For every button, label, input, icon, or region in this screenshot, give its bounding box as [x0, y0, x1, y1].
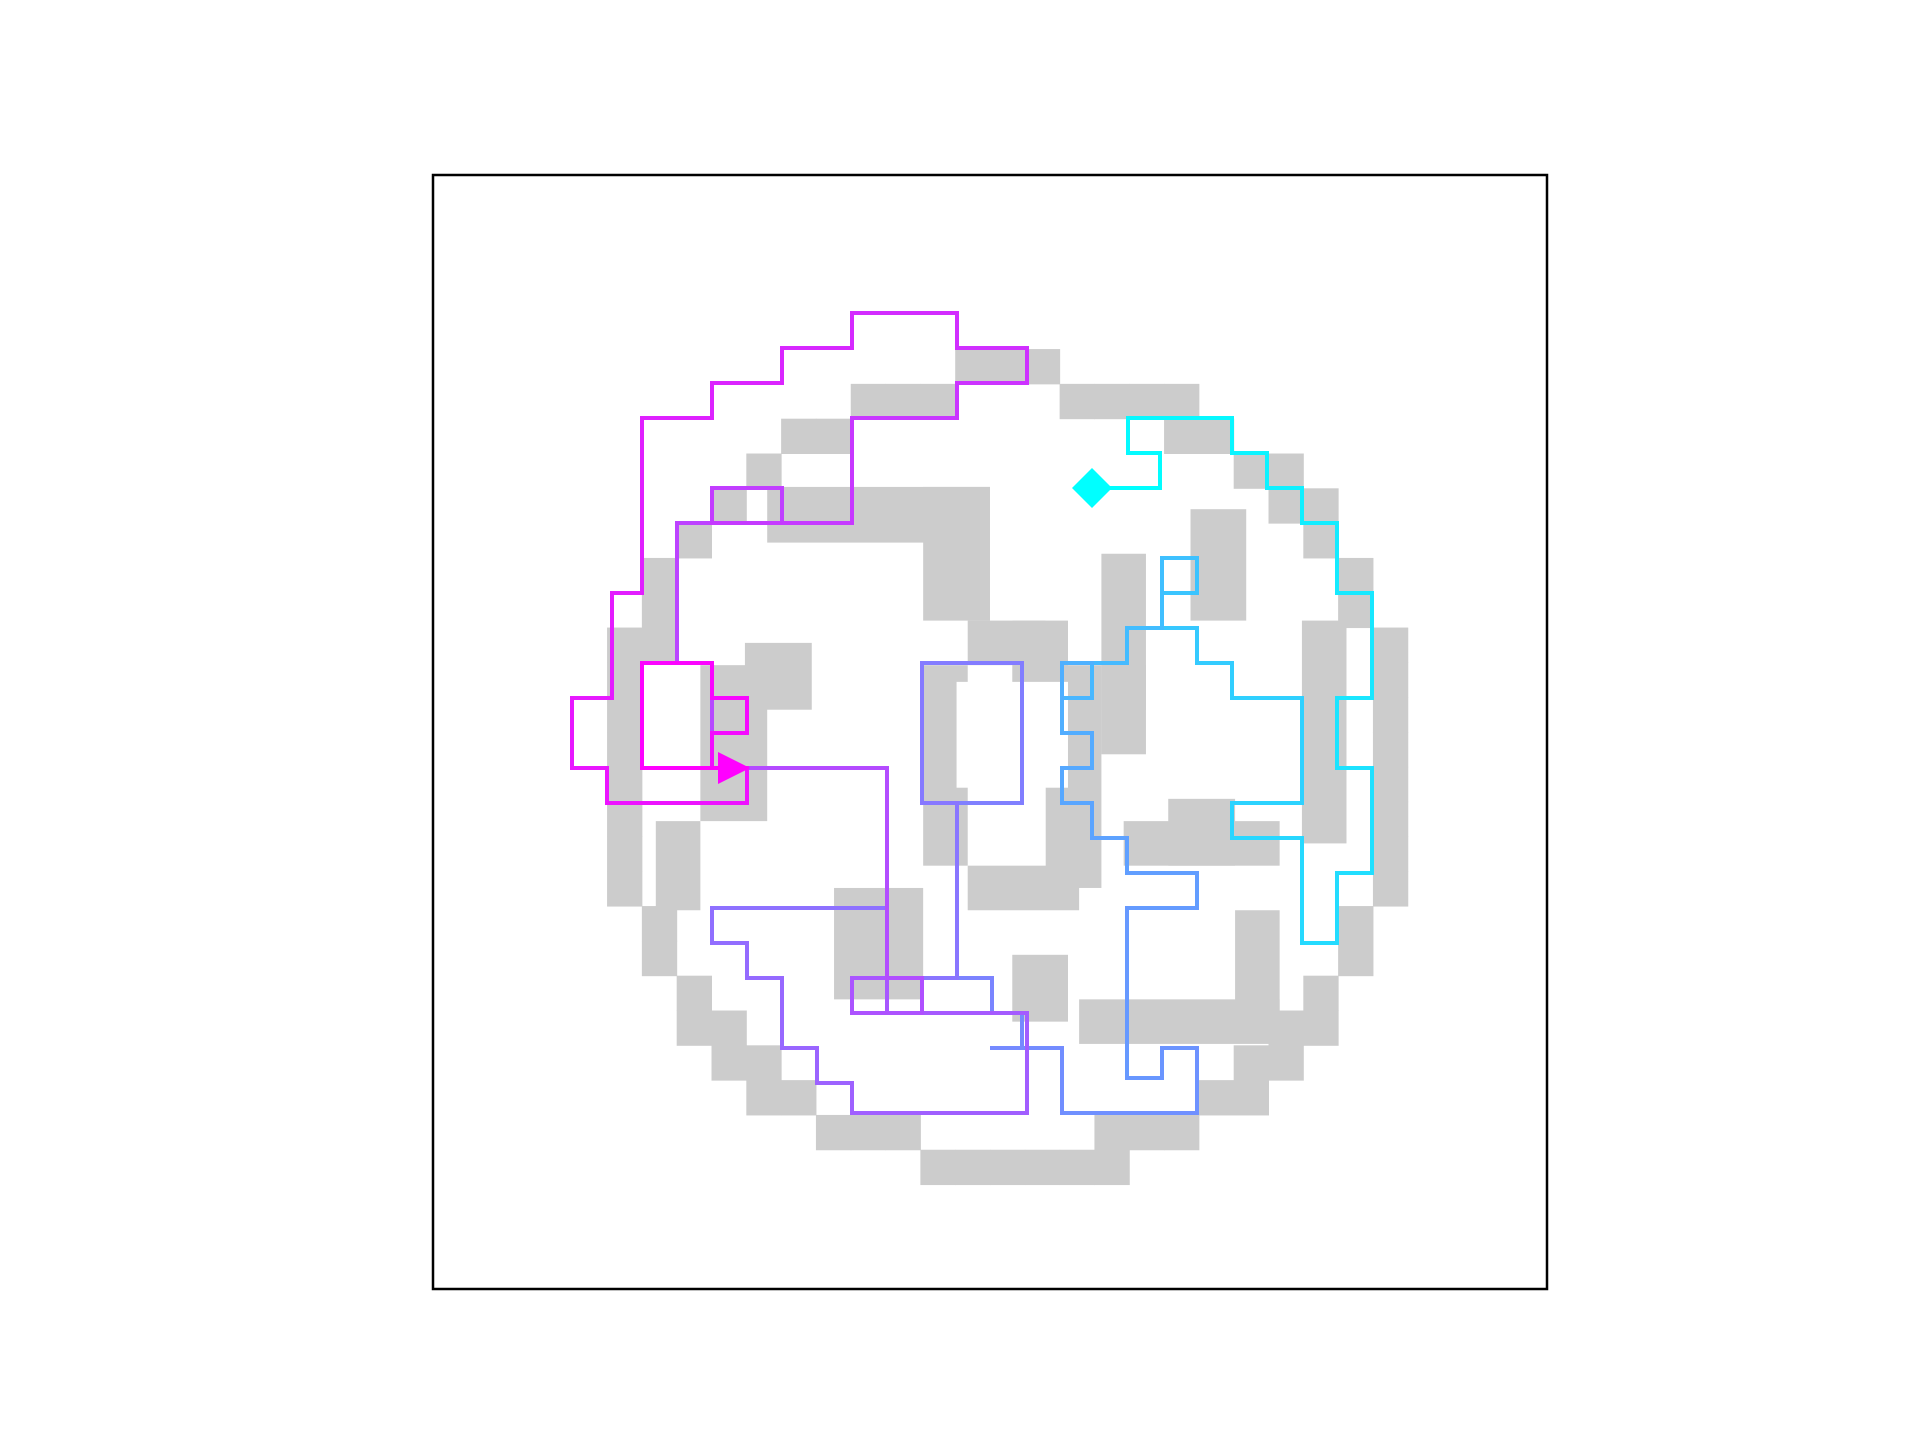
wall-cell — [1233, 453, 1269, 489]
wall-cell — [1129, 1114, 1165, 1151]
wall-cell — [1129, 383, 1165, 420]
wall-cell — [711, 1045, 747, 1081]
wall-cell — [746, 1045, 782, 1081]
wall-block — [1301, 620, 1347, 844]
wall-cell — [607, 732, 643, 768]
path-markers — [718, 468, 1112, 784]
end-triangle-marker — [718, 752, 750, 784]
wall-block — [1235, 910, 1280, 1022]
wall-cell — [920, 1149, 956, 1186]
wall-cell — [607, 836, 643, 872]
wall-block — [1190, 509, 1247, 621]
wall-block — [834, 887, 924, 1000]
wall-block — [655, 821, 701, 911]
wall-cell — [1303, 1010, 1339, 1046]
wall-cell — [1164, 418, 1200, 454]
wall-cell — [676, 975, 712, 1011]
wall-cell — [607, 766, 643, 803]
wall-cell — [1268, 488, 1304, 524]
wall-cell — [885, 383, 921, 420]
wall-cell — [1059, 383, 1095, 420]
wall-cell — [1094, 383, 1130, 420]
wall-cell — [1164, 383, 1200, 420]
wall-cell — [1303, 488, 1339, 524]
wall-cell — [641, 557, 678, 594]
wall-cell — [990, 349, 1026, 385]
wall-cell — [1198, 1080, 1235, 1116]
wall-cell — [1372, 627, 1409, 663]
wall-cell — [1164, 1114, 1200, 1151]
wall-cell — [1268, 1045, 1304, 1081]
wall-cell — [1268, 453, 1304, 489]
start-diamond-marker — [1072, 468, 1112, 508]
wall-cell — [1024, 349, 1061, 385]
solution-path — [570, 311, 1374, 1115]
maze-area — [570, 311, 1409, 1186]
wall-cell — [955, 1149, 991, 1186]
wall-cell — [1338, 557, 1374, 594]
wall-cell — [815, 1114, 852, 1151]
wall-cell — [607, 871, 643, 907]
wall-cell — [1338, 906, 1374, 942]
wall-cell — [815, 418, 852, 454]
wall-cell — [641, 627, 678, 663]
wall-cell — [641, 906, 678, 942]
wall-cell — [1372, 871, 1409, 907]
wall-cell — [850, 1114, 887, 1151]
wall-cell — [1338, 940, 1374, 977]
wall-cell — [676, 523, 712, 559]
wall-cell — [1372, 836, 1409, 872]
wall-cell — [1372, 662, 1409, 698]
plot-frame — [431, 173, 1549, 1291]
wall-cell — [1372, 766, 1409, 803]
wall-cell — [711, 488, 747, 524]
wall-cell — [955, 349, 991, 385]
wall-cell — [1233, 1080, 1269, 1116]
wall-cell — [711, 1010, 747, 1046]
wall-cell — [1024, 1149, 1061, 1186]
wall-cell — [1372, 801, 1409, 837]
wall-block — [744, 642, 812, 710]
wall-cell — [781, 418, 817, 454]
maze-walls — [607, 349, 1409, 1186]
wall-cell — [885, 1114, 921, 1151]
wall-cell — [990, 1149, 1026, 1186]
wall-cell — [1198, 418, 1235, 454]
center-room — [956, 681, 1068, 788]
wall-cell — [641, 592, 678, 629]
wall-cell — [781, 1080, 817, 1116]
wall-cell — [1233, 1045, 1269, 1081]
wall-cell — [850, 383, 887, 420]
wall-cell — [607, 801, 643, 837]
wall-cell — [641, 940, 678, 977]
wall-cell — [1372, 697, 1409, 733]
wall-cell — [1303, 523, 1339, 559]
wall-block — [1012, 954, 1068, 1022]
wall-cell — [746, 1080, 782, 1116]
wall-cell — [746, 453, 782, 489]
wall-cell — [1059, 1149, 1095, 1186]
wall-cell — [1303, 975, 1339, 1011]
wall-cell — [1372, 732, 1409, 768]
wall-cell — [920, 383, 956, 420]
wall-block — [1123, 821, 1280, 866]
wall-block — [1101, 553, 1146, 710]
wall-cell — [1094, 1114, 1130, 1151]
wall-cell — [1094, 1149, 1130, 1186]
wall-cell — [676, 1010, 712, 1046]
wall-cell — [607, 697, 643, 733]
wall-block — [923, 486, 990, 621]
